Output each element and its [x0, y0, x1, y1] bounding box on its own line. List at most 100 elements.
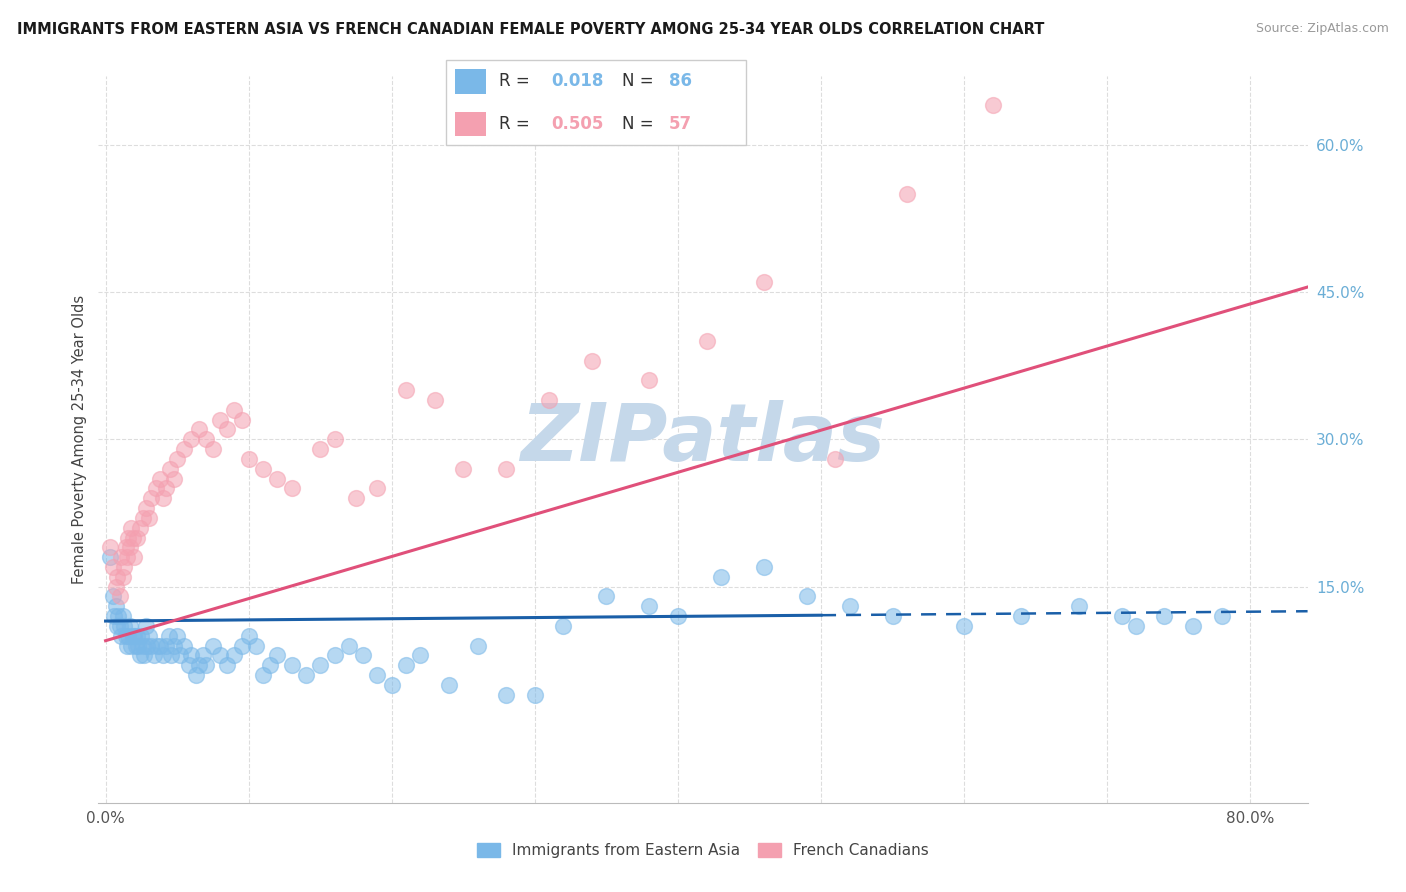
Point: [117, 531, 139, 545]
Point: [120, 521, 142, 535]
Point: [163, 472, 186, 486]
Point: [209, 648, 232, 663]
Point: [138, 511, 160, 525]
Text: R =: R =: [499, 114, 534, 133]
Point: [309, 658, 332, 673]
Point: [114, 541, 136, 555]
Point: [155, 639, 177, 653]
Point: [135, 501, 157, 516]
Point: [145, 482, 167, 496]
Point: [1153, 609, 1175, 624]
Text: 0.505: 0.505: [551, 114, 603, 133]
Point: [266, 648, 288, 663]
Point: [98, 550, 121, 565]
Point: [1067, 599, 1090, 614]
Bar: [456, 69, 486, 94]
Point: [295, 668, 318, 682]
Point: [238, 629, 260, 643]
Point: [824, 452, 846, 467]
Point: [309, 442, 332, 457]
Point: [132, 511, 155, 525]
Point: [1211, 609, 1233, 624]
Point: [191, 648, 214, 663]
Point: [523, 688, 546, 702]
Point: [323, 648, 346, 663]
Point: [112, 560, 135, 574]
Point: [252, 668, 274, 682]
Point: [194, 658, 217, 673]
Point: [136, 639, 159, 653]
Point: [101, 560, 124, 574]
Point: [141, 491, 163, 506]
Point: [280, 482, 302, 496]
Point: [169, 648, 191, 663]
Point: [103, 609, 125, 624]
Point: [581, 353, 603, 368]
Point: [395, 383, 418, 397]
Text: N =: N =: [623, 71, 659, 90]
Point: [112, 619, 135, 633]
Point: [209, 412, 232, 426]
Point: [118, 541, 141, 555]
Point: [180, 648, 202, 663]
Point: [638, 373, 661, 387]
Bar: [456, 112, 486, 136]
Point: [231, 412, 253, 426]
Point: [467, 639, 489, 653]
Point: [166, 452, 188, 467]
Point: [366, 482, 388, 496]
Text: ZIPatlas: ZIPatlas: [520, 401, 886, 478]
Point: [696, 334, 718, 348]
Point: [143, 648, 166, 663]
Point: [395, 658, 418, 673]
Point: [152, 491, 174, 506]
Point: [132, 639, 155, 653]
Point: [104, 599, 127, 614]
Y-axis label: Female Poverty Among 25-34 Year Olds: Female Poverty Among 25-34 Year Olds: [72, 294, 87, 584]
Point: [121, 629, 143, 643]
Point: [638, 599, 661, 614]
Point: [796, 590, 818, 604]
Point: [366, 668, 388, 682]
Text: 86: 86: [669, 71, 692, 90]
Point: [666, 609, 689, 624]
Point: [752, 275, 775, 289]
Point: [224, 648, 246, 663]
Point: [149, 472, 172, 486]
Point: [173, 442, 195, 457]
Point: [101, 590, 124, 604]
Point: [141, 639, 163, 653]
Point: [953, 619, 976, 633]
Point: [117, 629, 139, 643]
Legend: Immigrants from Eastern Asia, French Canadians: Immigrants from Eastern Asia, French Can…: [471, 837, 935, 864]
Point: [231, 639, 253, 653]
Text: 57: 57: [669, 114, 692, 133]
Point: [259, 658, 281, 673]
Point: [981, 98, 1004, 112]
Point: [180, 433, 202, 447]
Point: [105, 619, 128, 633]
Point: [166, 629, 188, 643]
Point: [127, 639, 149, 653]
Point: [105, 570, 128, 584]
Point: [453, 462, 475, 476]
Point: [129, 521, 152, 535]
Point: [146, 639, 169, 653]
Point: [134, 648, 156, 663]
Point: [177, 658, 200, 673]
Point: [125, 531, 148, 545]
Point: [252, 462, 274, 476]
Point: [553, 619, 575, 633]
Point: [217, 658, 239, 673]
Point: [160, 648, 183, 663]
Point: [120, 639, 142, 653]
Point: [125, 629, 148, 643]
Point: [266, 472, 288, 486]
Point: [381, 678, 404, 692]
Point: [323, 433, 346, 447]
Point: [595, 590, 617, 604]
Text: Source: ZipAtlas.com: Source: ZipAtlas.com: [1256, 22, 1389, 36]
Point: [1125, 619, 1147, 633]
Point: [131, 629, 153, 643]
Point: [224, 402, 246, 417]
